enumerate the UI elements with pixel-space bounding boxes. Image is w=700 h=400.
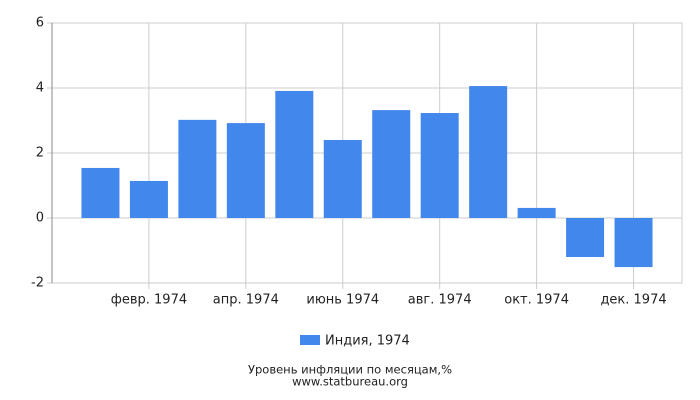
legend-swatch — [300, 335, 320, 345]
x-tick-label: февр. 1974 — [111, 293, 187, 308]
bar — [275, 90, 314, 218]
bar — [614, 218, 653, 268]
bar — [517, 207, 556, 218]
legend-label: Индия, 1974 — [325, 334, 410, 349]
x-tick-label: апр. 1974 — [213, 293, 279, 308]
footer-source: www.statbureau.org — [292, 375, 408, 389]
bar — [178, 119, 217, 218]
footer-title: Уровень инфляции по месяцам,% — [248, 363, 452, 377]
y-tick-label: 6 — [36, 16, 44, 31]
bar — [81, 167, 120, 218]
x-tick-label: авг. 1974 — [408, 293, 472, 308]
y-tick-label: 4 — [36, 81, 44, 96]
x-tick-label: июнь 1974 — [306, 293, 379, 308]
x-tick-label: окт. 1974 — [504, 293, 569, 308]
bar — [226, 123, 265, 218]
bar — [469, 86, 508, 218]
bar — [372, 110, 411, 218]
y-tick-label: 0 — [36, 211, 44, 226]
bar — [566, 218, 605, 257]
y-tick-label: -2 — [31, 276, 44, 291]
bar — [129, 180, 168, 218]
bar — [323, 140, 362, 218]
y-tick-label: 2 — [36, 146, 44, 161]
x-tick-label: дек. 1974 — [600, 293, 666, 308]
bar — [420, 113, 459, 218]
